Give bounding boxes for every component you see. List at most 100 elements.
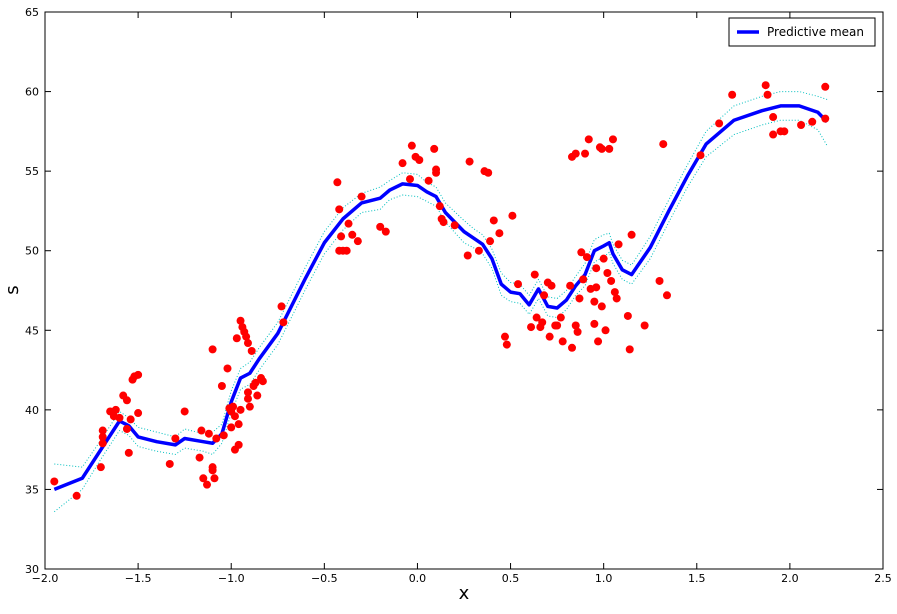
scatter-point — [376, 222, 385, 231]
scatter-point — [335, 205, 344, 214]
scatter-point — [134, 409, 143, 418]
scatter-point — [195, 453, 204, 462]
y-tick-label: 65 — [25, 6, 39, 19]
scatter-point — [474, 246, 483, 255]
scatter-point — [381, 227, 390, 236]
scatter-point — [577, 248, 586, 257]
scatter-point — [659, 140, 668, 149]
scatter-point — [337, 232, 346, 241]
scatter-point — [527, 323, 536, 332]
scatter-point — [171, 434, 180, 443]
x-tick-label: −1.5 — [125, 572, 152, 585]
scatter-point — [808, 117, 817, 126]
scatter-point — [623, 311, 632, 320]
scatter-point — [204, 429, 213, 438]
scatter-point — [230, 412, 239, 421]
scatter-point — [223, 364, 232, 373]
scatter-point — [398, 159, 407, 168]
scatter-point — [333, 178, 342, 187]
scatter-point — [590, 297, 599, 306]
plot-frame — [44, 11, 884, 570]
scatter-point — [234, 440, 243, 449]
mean-line — [53, 104, 829, 492]
scatter-point — [797, 120, 806, 129]
scatter-point — [508, 211, 517, 220]
scatter-point — [50, 477, 59, 486]
scatter-point — [122, 396, 131, 405]
scatter-point — [486, 237, 495, 246]
scatter-point — [579, 275, 588, 284]
scatter-point — [407, 141, 416, 150]
scatter-point — [592, 283, 601, 292]
x-tick-label: 0.0 — [409, 572, 427, 585]
scatter-point — [571, 149, 580, 158]
scatter-point — [715, 119, 724, 128]
scatter-point — [610, 288, 619, 297]
x-tick-label: −2.0 — [32, 572, 59, 585]
scatter-point — [199, 474, 208, 483]
scatter-point — [769, 113, 778, 122]
sample-line — [53, 119, 828, 513]
scatter-point — [484, 168, 493, 177]
scatter-point — [627, 230, 636, 239]
scatter-point — [502, 340, 511, 349]
scatter-point — [424, 176, 433, 185]
scatter-point — [821, 82, 830, 91]
scatter-point — [605, 144, 614, 153]
scatter-point — [500, 332, 509, 341]
scatter-point — [538, 318, 547, 327]
y-axis-label: s — [2, 285, 23, 294]
scatter-point — [821, 114, 830, 123]
scatter-point — [582, 253, 591, 262]
scatter-point — [279, 318, 288, 327]
scatter-point — [655, 276, 664, 285]
scatter-point — [558, 337, 567, 346]
scatter-point — [547, 281, 556, 290]
scatter-point — [545, 332, 554, 341]
scatter-point — [243, 339, 252, 348]
scatter-point — [761, 81, 770, 90]
scatter-point — [115, 413, 124, 422]
scatter-point — [227, 423, 236, 432]
scatter-point — [348, 230, 357, 239]
scatter-point — [247, 346, 256, 355]
y-tick-label: 60 — [25, 86, 39, 99]
x-tick-label: 1.5 — [688, 572, 706, 585]
scatter-point — [553, 321, 562, 330]
scatter-point — [590, 319, 599, 328]
scatter-point — [463, 251, 472, 260]
y-tick-label: 55 — [25, 165, 39, 178]
scatter-point — [98, 426, 107, 435]
scatter-point — [236, 405, 245, 414]
scatter-point — [608, 135, 617, 144]
scatter-point — [571, 321, 580, 330]
scatter-point — [203, 480, 212, 489]
scatter-point — [353, 237, 362, 246]
scatter-point — [243, 388, 252, 397]
scatter-point — [122, 424, 131, 433]
scatter-point — [566, 281, 575, 290]
scatter-point — [575, 294, 584, 303]
scatter-point — [245, 402, 254, 411]
scatter-point — [342, 246, 351, 255]
scatter-point — [96, 463, 105, 472]
scatter-point — [532, 313, 541, 322]
scatter-point — [696, 151, 705, 160]
scatter-point — [98, 439, 107, 448]
x-tick-label: 2.5 — [874, 572, 892, 585]
scatter-point — [357, 192, 366, 201]
scatter-point — [581, 149, 590, 158]
scatter-point — [432, 168, 441, 177]
scatter-point — [430, 144, 439, 153]
scatter-point — [612, 294, 621, 303]
scatter-point — [165, 459, 174, 468]
scatter-point — [405, 175, 414, 184]
scatter-point — [763, 90, 772, 99]
scatter-point — [495, 229, 504, 238]
x-tick-label: 2.0 — [781, 572, 799, 585]
scatter-point — [229, 402, 238, 411]
scatter-point — [236, 316, 245, 325]
plot-area — [50, 81, 830, 513]
